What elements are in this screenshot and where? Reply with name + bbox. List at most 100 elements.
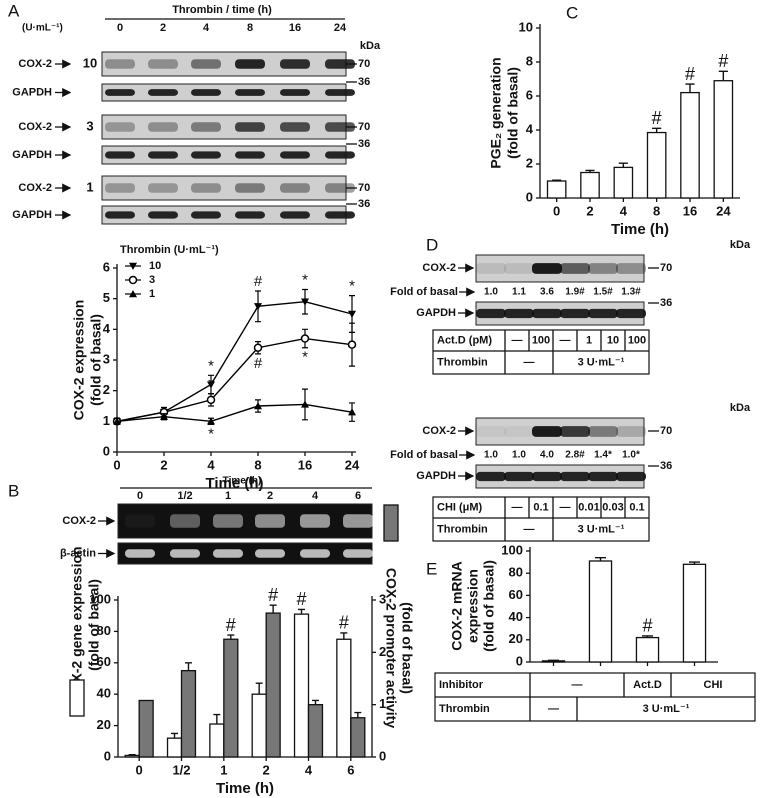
band bbox=[560, 471, 590, 482]
row-label: COX-2 bbox=[422, 425, 456, 437]
x-tick-label: 8 bbox=[254, 457, 261, 472]
annotation: # bbox=[718, 51, 728, 71]
band bbox=[280, 183, 310, 193]
error-bar bbox=[594, 556, 607, 561]
y2-tick-label: 2 bbox=[379, 644, 386, 659]
y-tick-label: 0 bbox=[516, 653, 523, 668]
panel-label: C bbox=[566, 3, 578, 22]
table-cell: — bbox=[524, 356, 535, 368]
band bbox=[504, 471, 534, 482]
band bbox=[325, 211, 355, 219]
fold-value: 1.1 bbox=[512, 287, 526, 298]
error-bar bbox=[340, 632, 348, 640]
x-tick-label: 0 bbox=[136, 762, 143, 777]
table-cell: — bbox=[512, 334, 523, 346]
bar bbox=[336, 638, 352, 758]
bar bbox=[223, 638, 239, 758]
y-tick-label: 4 bbox=[526, 121, 534, 136]
table-cell: — bbox=[512, 501, 523, 513]
x-tick-label: 24 bbox=[345, 457, 360, 472]
band bbox=[125, 514, 155, 528]
bar bbox=[124, 754, 140, 758]
fold-value: 1.0* bbox=[622, 450, 640, 461]
band bbox=[476, 426, 506, 437]
x-tick-label: 2 bbox=[586, 203, 593, 218]
y2-tick-label: 3 bbox=[379, 591, 386, 606]
error-bar bbox=[547, 659, 560, 662]
band bbox=[616, 471, 646, 482]
band bbox=[476, 471, 506, 482]
y-axis-label: (fold of basal) bbox=[88, 314, 104, 406]
annotation: # bbox=[254, 273, 263, 290]
fold-value: 1.0 bbox=[484, 450, 498, 461]
y2-tick-label: 1 bbox=[379, 696, 386, 711]
y-tick-label: 80 bbox=[509, 565, 523, 580]
band bbox=[148, 59, 178, 69]
table-label: Inhibitor bbox=[439, 679, 484, 691]
size-label: 36 bbox=[358, 198, 370, 210]
band bbox=[325, 122, 355, 132]
y-tick-label: 6 bbox=[103, 259, 110, 274]
x-axis-label: Time (h) bbox=[216, 780, 274, 797]
error-bar bbox=[213, 713, 221, 725]
fold-value: 1.0 bbox=[484, 287, 498, 298]
error-bar bbox=[641, 635, 654, 638]
bar bbox=[209, 723, 225, 758]
error-bar bbox=[685, 83, 695, 93]
x-tick-label: 2 bbox=[263, 762, 270, 777]
band bbox=[105, 122, 135, 132]
y-axis-label: COX-2 mRNA bbox=[449, 561, 465, 650]
panel-label: A bbox=[8, 1, 20, 20]
band bbox=[191, 122, 221, 132]
band bbox=[325, 183, 355, 193]
table-frame bbox=[432, 496, 650, 542]
row-label: Fold of basal bbox=[390, 286, 458, 298]
x-tick-label: 4 bbox=[207, 457, 215, 472]
table-cell: 3 U·mL⁻¹ bbox=[578, 356, 625, 368]
table-label: Thrombin bbox=[439, 703, 490, 715]
error-bar bbox=[227, 634, 235, 640]
band bbox=[235, 59, 265, 69]
band bbox=[280, 151, 310, 159]
band bbox=[325, 59, 355, 69]
table-cell: 10 bbox=[607, 334, 619, 346]
point bbox=[160, 412, 168, 420]
band bbox=[325, 151, 355, 159]
x-tick-label: 24 bbox=[716, 203, 731, 218]
x-tick-label: 6 bbox=[347, 762, 354, 777]
size-label: 36 bbox=[660, 460, 672, 472]
row-label: GAPDH bbox=[12, 86, 52, 98]
band bbox=[148, 211, 178, 219]
table-cell: 100 bbox=[628, 334, 646, 346]
band bbox=[588, 471, 618, 482]
bar bbox=[541, 660, 566, 663]
panel-label: B bbox=[8, 481, 19, 500]
lane-label: 1/2 bbox=[177, 490, 192, 502]
band bbox=[191, 211, 221, 219]
bar bbox=[251, 693, 267, 758]
point bbox=[254, 303, 262, 311]
y-tick-label: 60 bbox=[509, 587, 523, 602]
table-label: CHI (μM) bbox=[437, 501, 483, 513]
bar bbox=[580, 171, 600, 199]
table-cell: 3 U·mL⁻¹ bbox=[578, 523, 625, 535]
band bbox=[504, 263, 534, 274]
row-label: GAPDH bbox=[12, 209, 52, 221]
band bbox=[532, 263, 562, 274]
row-label: GAPDH bbox=[416, 307, 456, 319]
band bbox=[616, 426, 646, 437]
band bbox=[560, 308, 590, 319]
point bbox=[206, 395, 216, 405]
band bbox=[255, 514, 285, 528]
table-cell: 0.1 bbox=[629, 501, 644, 513]
band bbox=[191, 151, 221, 159]
annotation: # bbox=[642, 616, 652, 636]
band bbox=[476, 308, 506, 319]
fold-value: 2.8# bbox=[565, 450, 585, 461]
kda-label: kDa bbox=[730, 402, 751, 414]
error-bar bbox=[718, 70, 728, 81]
table-label: Thrombin bbox=[437, 356, 488, 368]
band bbox=[280, 89, 310, 96]
table-cell: — bbox=[560, 501, 571, 513]
band bbox=[588, 308, 618, 319]
